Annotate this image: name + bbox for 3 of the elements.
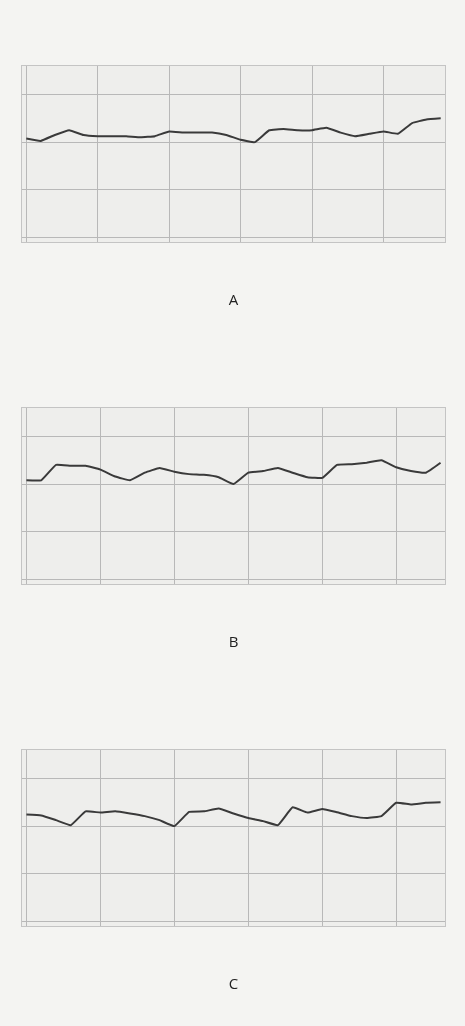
- x-axis-title: A: [228, 289, 239, 309]
- x-axis-title: B: [228, 631, 239, 651]
- x-axis-title: C: [228, 973, 239, 993]
